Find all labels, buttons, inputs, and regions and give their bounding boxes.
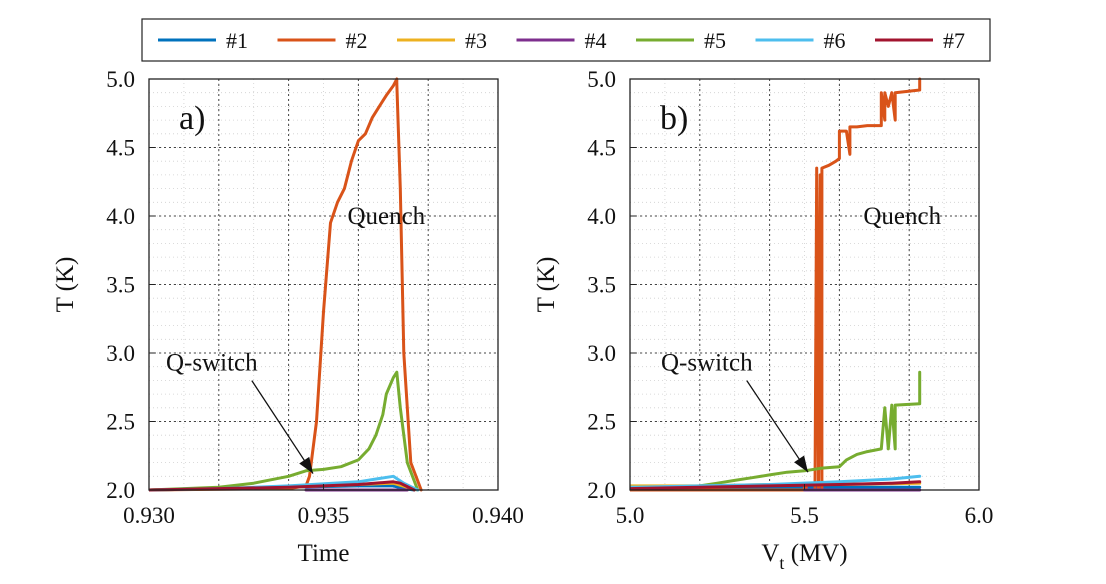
x-axis-label-sub: t	[779, 553, 784, 573]
annotation-arrow-line	[251, 380, 314, 474]
legend-label: #5	[704, 28, 726, 53]
y-tick-label: 4.5	[587, 136, 616, 161]
y-tick-label: 3.0	[587, 341, 616, 366]
x-tick-label: 0.940	[472, 503, 524, 528]
annotation-quench: Quench	[863, 203, 941, 230]
x-tick-label: 0.930	[123, 503, 175, 528]
x-axis-label-unit: (MV)	[784, 540, 847, 567]
legend-label: #4	[585, 28, 607, 53]
x-tick-label: 6.0	[965, 503, 994, 528]
series-n7	[149, 480, 416, 492]
y-tick-label: 3.0	[106, 341, 135, 366]
y-axis-label: T (K)	[52, 257, 79, 313]
y-tick-label: 2.5	[106, 410, 135, 435]
panel-letter: a)	[179, 100, 205, 137]
panel-a: 0.930 0.935 0.940 2.0 2.5 3.0 3.5 4.0 4.5 5.0 T (K…	[52, 67, 524, 567]
legend-label: #3	[465, 28, 487, 53]
series-n5	[149, 370, 420, 492]
x-tick-label: 5.5	[790, 503, 819, 528]
panel-letter: b)	[660, 100, 688, 137]
legend-label: #1	[226, 28, 248, 53]
x-tick-label: 0.935	[298, 503, 350, 528]
y-tick-label: 4.5	[106, 136, 135, 161]
legend-label: #7	[943, 28, 965, 53]
y-tick-label: 5.0	[587, 67, 616, 92]
legend-label: #6	[824, 28, 846, 53]
y-tick-label: 3.5	[106, 273, 135, 298]
legend: #1 #2 #3 #4 #5 #6 #7	[141, 18, 991, 62]
legend-label: #2	[346, 28, 368, 53]
y-axis-label: T (K)	[533, 257, 560, 313]
series-n2	[149, 77, 423, 492]
y-tick-label: 4.0	[587, 204, 616, 229]
annotation-arrowhead	[794, 455, 808, 473]
y-tick-label: 2.0	[106, 478, 135, 503]
series-n5	[630, 370, 922, 491]
x-axis-label: Vt (MV)	[761, 540, 847, 573]
y-tick-label: 2.5	[587, 410, 616, 435]
y-tick-label: 4.0	[106, 204, 135, 229]
panel-b: 5.0 5.5 6.0 2.0 2.5 3.0 3.5 4.0 4.5 5.0 T (K) Vt (M…	[533, 67, 993, 573]
annotation-quench: Quench	[347, 203, 425, 230]
annotation-qswitch: Q-switch	[661, 350, 753, 377]
y-tick-label: 5.0	[106, 67, 135, 92]
annotation-arrowhead	[299, 456, 314, 474]
x-axis-label: Time	[298, 540, 350, 567]
y-tick-label: 3.5	[587, 273, 616, 298]
annotation-qswitch: Q-switch	[166, 350, 258, 377]
x-tick-label: 5.0	[616, 503, 645, 528]
annotation-arrow-line	[746, 380, 809, 473]
y-tick-label: 2.0	[587, 478, 616, 503]
